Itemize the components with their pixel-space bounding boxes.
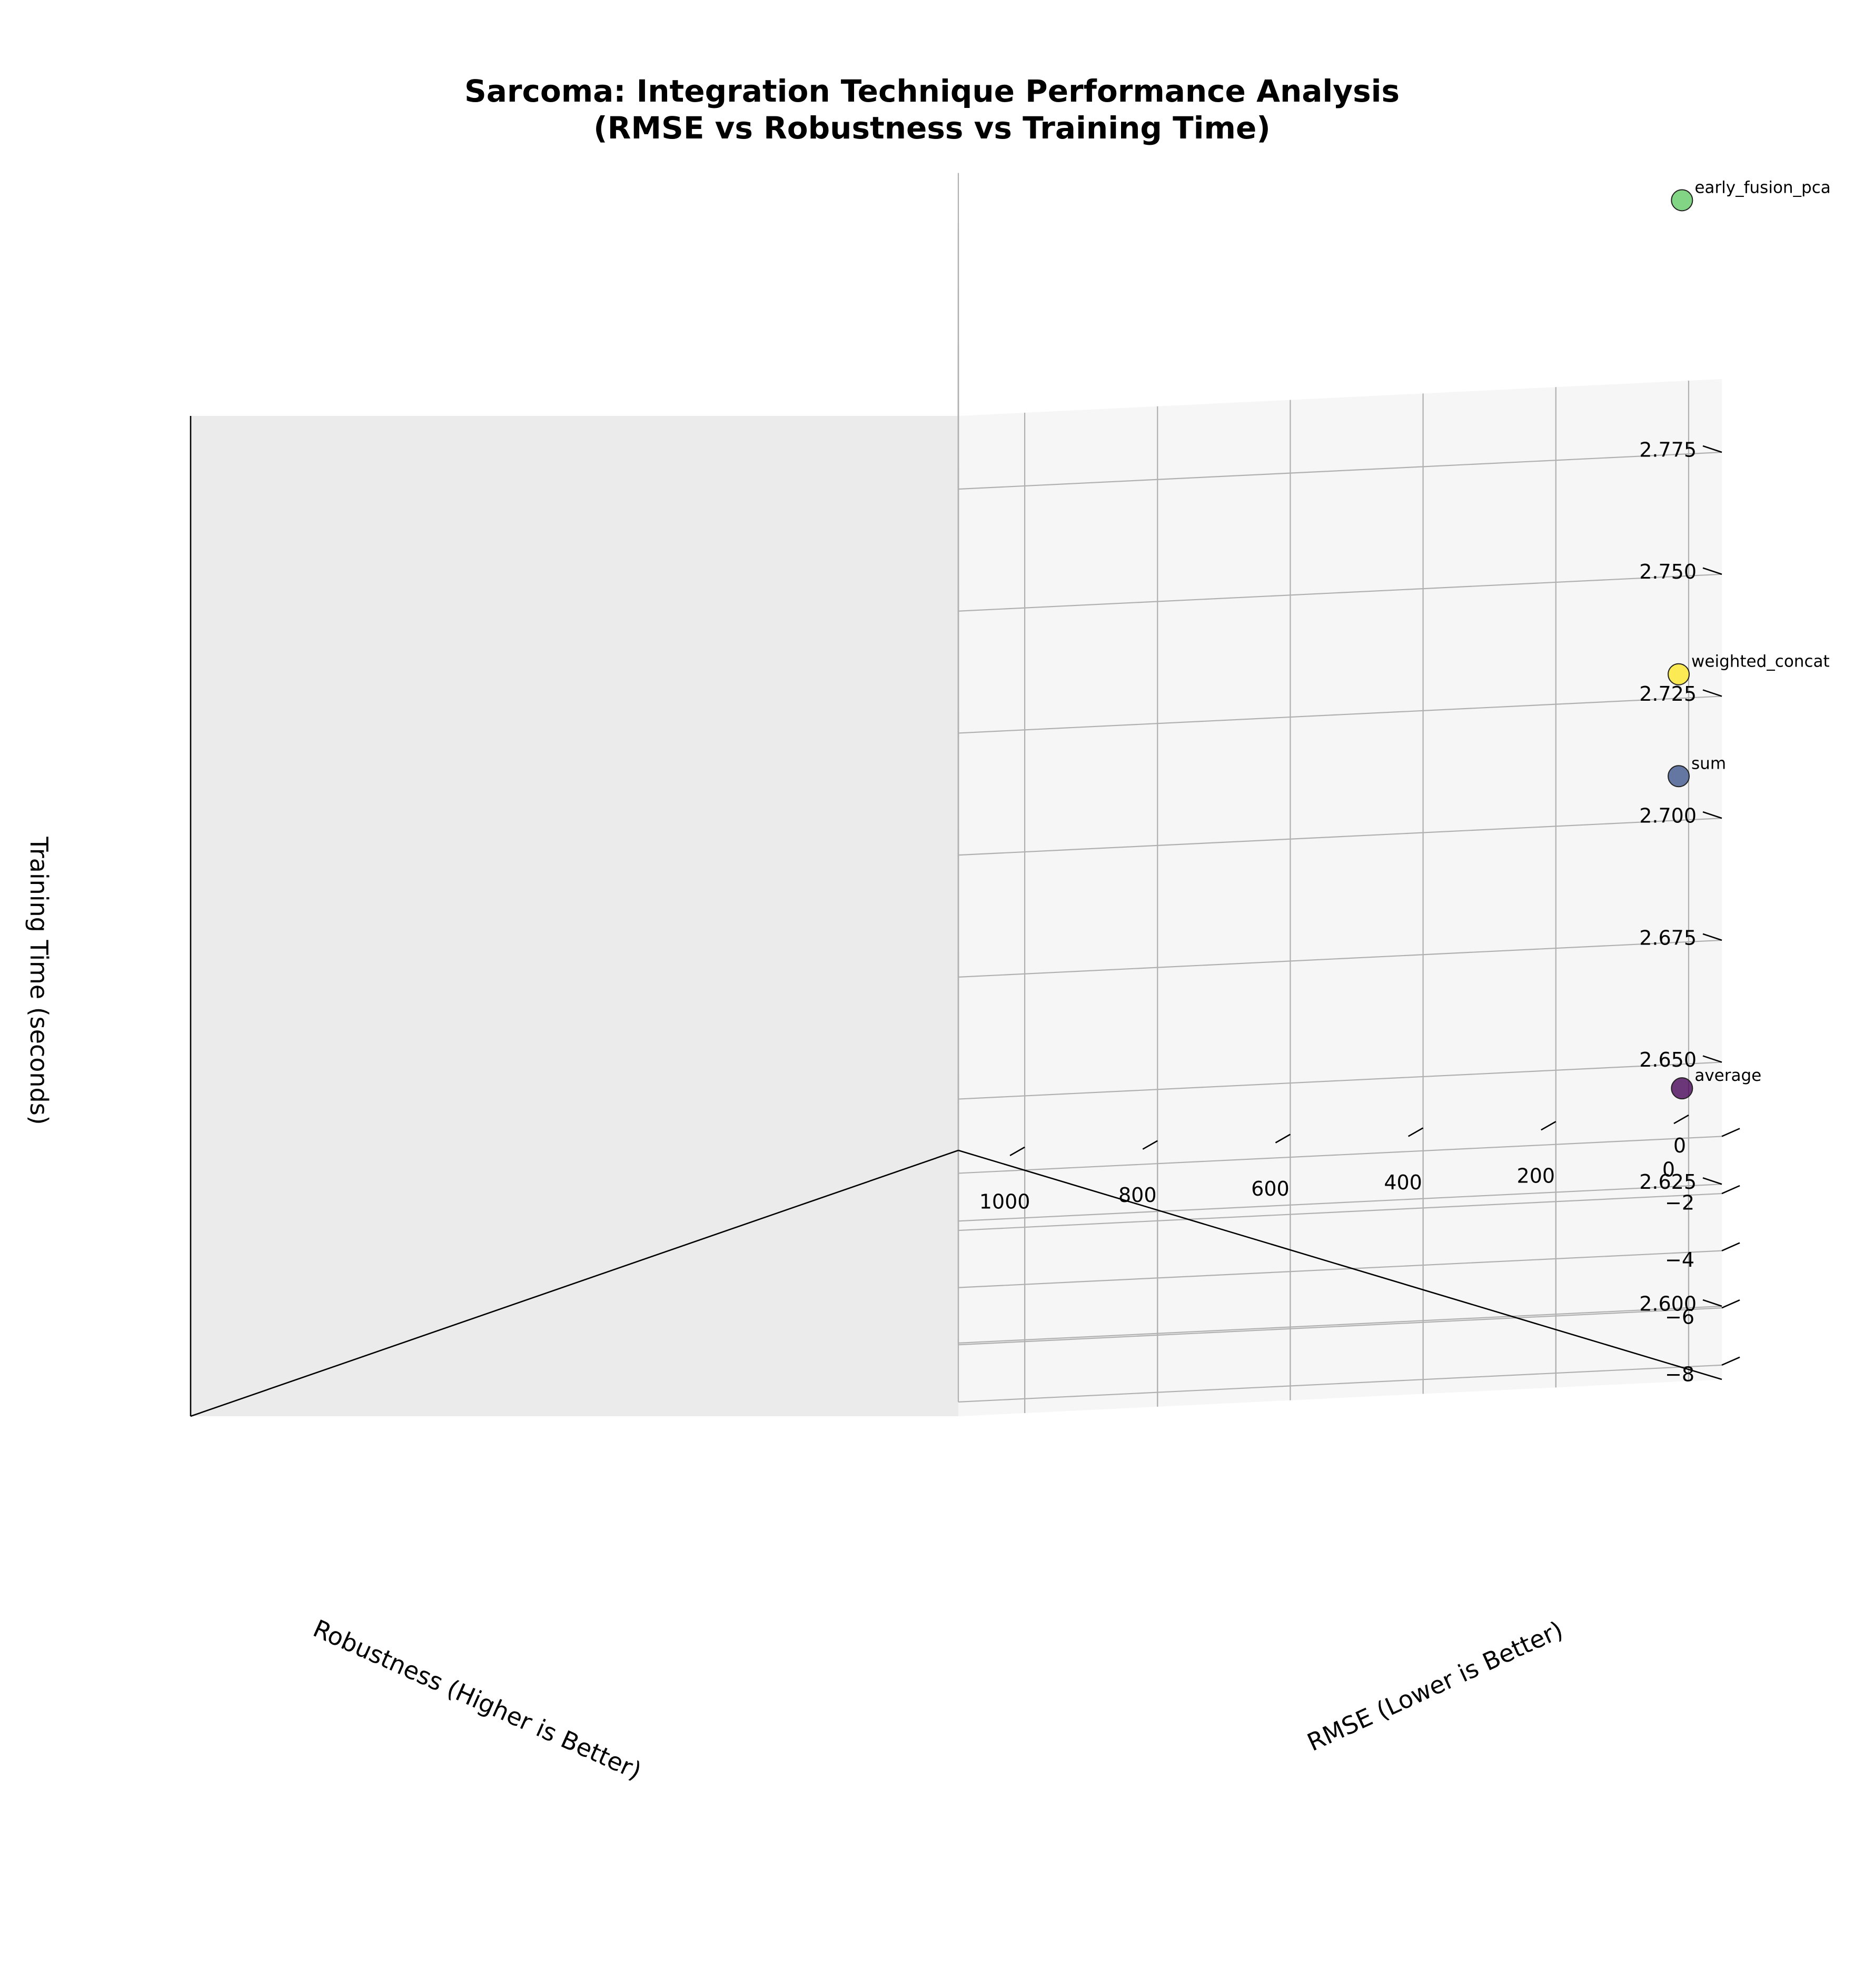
tick-mark: [1702, 1055, 1722, 1063]
tick-mark: [1702, 1299, 1722, 1307]
grid-line-z: [958, 1305, 1722, 1344]
tick-mark: [1142, 1140, 1158, 1150]
y-tick-label: −6: [1665, 1306, 1694, 1329]
grid-lines: [957, 173, 1722, 1413]
z-tick-label: 2.700: [1639, 804, 1697, 828]
axis-lines: [190, 416, 1722, 1417]
grid-line-z: [958, 451, 1722, 490]
z-tick-label: 2.750: [1639, 560, 1697, 583]
x-axis-line: [958, 1149, 1722, 1380]
y-axis-label: Robustness (Higher is Better): [309, 1614, 646, 1785]
tick-mark: [1407, 1127, 1424, 1137]
grid-line-y: [958, 1250, 1722, 1288]
z-tick-label: 2.725: [1639, 682, 1697, 705]
data-point-marker: [1668, 765, 1690, 788]
grid-line-y: [958, 1192, 1722, 1231]
tick-mark: [1702, 567, 1722, 575]
x-tick-label: 600: [1251, 1177, 1290, 1200]
tick-mark: [1275, 1134, 1291, 1144]
y-axis-line: [190, 1149, 959, 1417]
grid-line-y: [958, 1307, 1722, 1346]
grid-line-z: [958, 695, 1722, 734]
z-axis-label: Training Time (seconds): [25, 836, 53, 1125]
grid-line-z: [958, 1061, 1722, 1100]
x-tick-label: 400: [1384, 1171, 1422, 1194]
tick-marks-and-labels: 0 200 400 600 800 1000 −8 −6 −4 −2 0 2.600 2.625 2.65…: [979, 439, 1740, 1386]
tick-mark: [1702, 1177, 1722, 1185]
tick-mark: [1721, 1242, 1740, 1251]
x-axis-label: RMSE (Lower is Better): [1303, 1615, 1567, 1757]
grid-line-z: [958, 818, 1722, 856]
chart-title: Sarcoma: Integration Technique Performan…: [464, 73, 1400, 146]
data-point: weighted_concat: [1668, 652, 1830, 685]
chart-title-line-2: (RMSE vs Robustness vs Training Time): [593, 110, 1271, 146]
z-tick-label: 2.600: [1639, 1292, 1697, 1315]
y-tick-label: −2: [1665, 1191, 1694, 1215]
tick-mark: [1541, 1121, 1556, 1131]
right-wall-pane: [958, 379, 1722, 1416]
y-tick-label: −8: [1665, 1363, 1694, 1386]
tick-mark: [1702, 933, 1722, 941]
data-point-label: early_fusion_pca: [1694, 178, 1830, 197]
grid-line-y: [958, 1136, 1722, 1174]
tick-mark: [1702, 811, 1722, 819]
z-tick-label: 2.650: [1639, 1048, 1697, 1071]
y-tick-label: −4: [1665, 1248, 1694, 1271]
tick-mark: [1721, 1185, 1740, 1195]
data-point-label: sum: [1691, 754, 1726, 773]
chart-title-line-1: Sarcoma: Integration Technique Performan…: [464, 73, 1400, 109]
tick-mark: [1721, 1299, 1740, 1309]
data-point: sum: [1668, 754, 1726, 788]
z-tick-label: 2.675: [1639, 926, 1697, 949]
tick-mark: [1009, 1146, 1025, 1157]
data-point-marker: [1671, 1077, 1693, 1100]
tick-mark: [1702, 689, 1722, 697]
data-point-label: average: [1694, 1066, 1761, 1085]
grid-line-y: [958, 1364, 1722, 1403]
data-point-label: weighted_concat: [1691, 652, 1830, 671]
x-tick-label: 1000: [979, 1190, 1030, 1213]
data-point-marker: [1671, 189, 1693, 212]
grid-line-z: [958, 939, 1722, 978]
left-wall-pane: [191, 416, 958, 1416]
tick-mark: [1721, 1128, 1740, 1137]
z-tick-label: 2.775: [1639, 439, 1697, 462]
data-point: average: [1671, 1066, 1761, 1100]
tick-mark: [1721, 1356, 1740, 1366]
axis-panes: [191, 379, 1722, 1416]
x-tick-label: 0: [1662, 1158, 1675, 1181]
x-tick-label: 800: [1118, 1184, 1157, 1207]
grid-line-z: [958, 573, 1722, 612]
data-point-marker: [1668, 663, 1690, 685]
x-tick-label: 200: [1517, 1165, 1555, 1188]
grid-line-z: [958, 1184, 1722, 1222]
tick-mark: [1702, 445, 1722, 453]
z-tick-label: 2.625: [1639, 1170, 1697, 1194]
tick-mark: [1673, 1114, 1689, 1125]
y-tick-label: 0: [1673, 1134, 1686, 1157]
data-point: early_fusion_pca: [1671, 178, 1831, 212]
